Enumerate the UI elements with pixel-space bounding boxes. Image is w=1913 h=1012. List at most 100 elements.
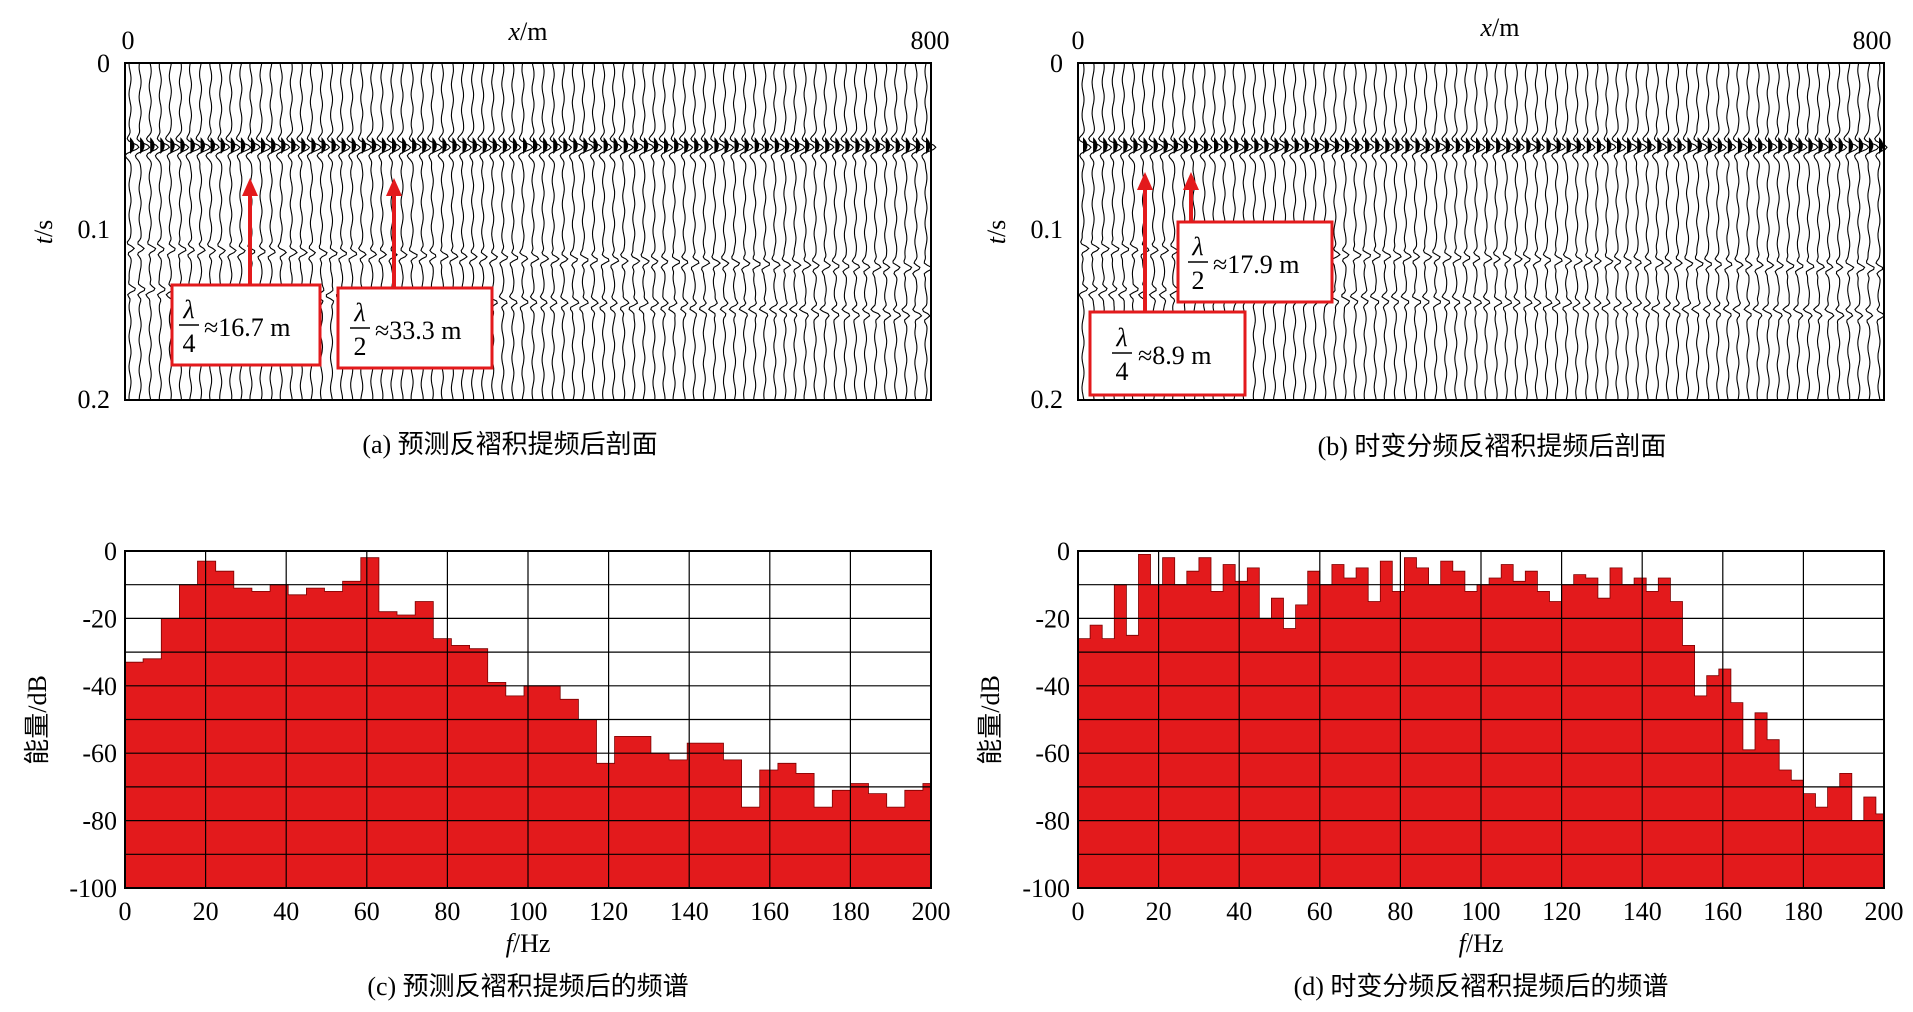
panel-a-wiggle-fill [905,137,911,154]
panel-b-y-label: t/s [982,220,1011,245]
panel-a-trace [798,63,815,401]
panel-a-wiggle-fill [200,137,205,154]
panel-a-trace [829,62,845,401]
panel-c-x-tick: 100 [509,897,548,926]
panel-b-wiggle-fill [1536,137,1541,154]
panel-d-y-tick: -20 [1035,604,1070,633]
panel-b-trace [1601,63,1617,401]
panel-b-wiggle-fill [1193,137,1199,154]
panel-a-wiggle-fill [664,137,669,154]
panel-a-trace [809,62,825,401]
panel-b-annot1-text: ≈17.9 m [1213,250,1300,279]
panel-a-trace [788,62,806,401]
panel-b-x-tick-800: 800 [1853,26,1892,55]
panel-b-trace [1863,62,1880,401]
panel-b-trace [1451,62,1465,401]
panel-b-trace [1722,62,1737,401]
panel-b-wiggle-fill [1657,137,1662,154]
panel-a-wiggle-fill [563,137,568,154]
panel-a-trace [316,62,331,401]
panel-b-trace [1681,62,1699,401]
panel-b-wiggle-fill [1274,137,1279,154]
panel-b-wiggle-fill [1758,137,1763,154]
panel-b-wiggle-fill [1697,137,1703,154]
panel-d-x-var: f [1459,929,1470,958]
panel-a-wiggle-fill [311,137,316,154]
panel-c-y-tick-labels: 0 -20 -40 -60 -80 -100 [69,537,117,903]
panel-a-trace [870,63,886,401]
panel-a-trace [768,62,786,401]
panel-a-wiggle-fill [694,137,699,154]
panel-b-wiggle-fill [1606,137,1612,154]
panel-a-wiggle-fill [170,137,175,154]
panel-a-x-tick-800: 800 [911,26,950,55]
panel-b-wiggle-fill [1546,137,1551,154]
panel-c-x-tick: 60 [354,897,380,926]
panel-b-trace [1672,62,1687,401]
panel-c-y-label: 能量/dB [23,675,52,765]
panel-a-wiggle-fill [371,137,377,154]
panel-a-trace [718,62,735,401]
panel-a-wiggle-fill [875,137,881,154]
panel-c-x-tick: 140 [670,897,709,926]
panel-a-wiggle-fill [825,137,830,154]
panel-b-wiggle-fill [1566,137,1572,154]
panel-b-annotation-half: λ 2 ≈17.9 m [1176,220,1334,304]
panel-a-trace [698,62,714,401]
panel-c-x-tick: 0 [119,897,132,926]
panel-b-wiggle-fill [1727,137,1733,154]
panel-a-wiggle-fill [684,137,689,154]
panel-a-wiggle-fill [835,137,840,154]
panel-b-wiggle-fill [1798,137,1803,154]
panel-a-trace [658,62,674,400]
panel-b-wiggle-fill [1173,137,1179,154]
panel-b-caption: (b) 时变分频反褶积提频后剖面 [1318,432,1667,461]
panel-b-trace [1843,62,1859,401]
panel-b-trace [1802,62,1819,401]
panel-b-wiggle-fill [1526,137,1531,154]
panel-b-wiggle-fill [1556,137,1561,154]
panel-a-caption: (a) 预测反褶积提频后剖面 [362,430,657,459]
panel-a-trace [689,62,703,401]
panel-a-wiggle-fill [291,137,296,154]
panel-b-trace [1812,62,1829,401]
panel-a-seismic-section: 0 800 x/m 0 0.1 0.2 t/s λ 4 ≈16.7 m λ 2 … [29,17,950,459]
panel-a-trace [517,62,534,401]
panel-a-trace [901,62,917,401]
panel-c-x-tick: 40 [273,897,299,926]
panel-a-trace [921,62,937,401]
panel-b-wiggle-fill [1637,137,1642,154]
panel-c-spectrum: 0 20 40 60 80 100 120 140 160 180 200 0 -20 -40 -60 -8… [23,537,951,1001]
panel-a-wiggle-fill [533,137,538,154]
panel-a-annot1-den: 4 [183,329,196,358]
panel-a-wiggle-fill [250,137,256,154]
panel-d-y-tick: 0 [1057,537,1070,566]
panel-a-wiggle-fill [845,137,850,154]
panel-b-wiggle-fill [1677,137,1682,154]
panel-c-y-tick: -60 [82,739,117,768]
panel-c-x-tick-labels: 0 20 40 60 80 100 120 140 160 180 200 [119,897,951,926]
panel-a-wiggle-fill [583,137,588,154]
panel-a-wiggle-fill [754,137,760,154]
panel-a-trace [134,62,151,401]
panel-a-x-var: x [508,17,521,46]
panel-b-trace [1792,62,1808,401]
panel-a-wiggle-fill [774,137,780,154]
panel-a-trace [628,62,644,401]
panel-b-wiggle-fill [1395,137,1400,154]
panel-c-frame [124,550,932,889]
panel-b-trace [1732,62,1749,401]
panel-b-wiggle-fill [1778,137,1783,154]
panel-b-trace [1621,62,1638,401]
panel-b-wiggle-fill [1617,137,1622,154]
panel-b-wiggle-fill [1445,137,1451,154]
panel-a-wiggle-fill [301,137,306,154]
panel-b-wiggle-fill [1345,137,1350,154]
panel-b-wiggle-fill [1486,137,1491,154]
panel-b-wiggle-fill [1818,137,1823,154]
panel-b-trace [1642,62,1657,401]
panel-a-wiggle-fill [261,137,266,154]
panel-b-wiggle-fill [1596,137,1602,154]
panel-c-x-tick: 120 [589,897,628,926]
panel-b-frame [1077,62,1885,401]
